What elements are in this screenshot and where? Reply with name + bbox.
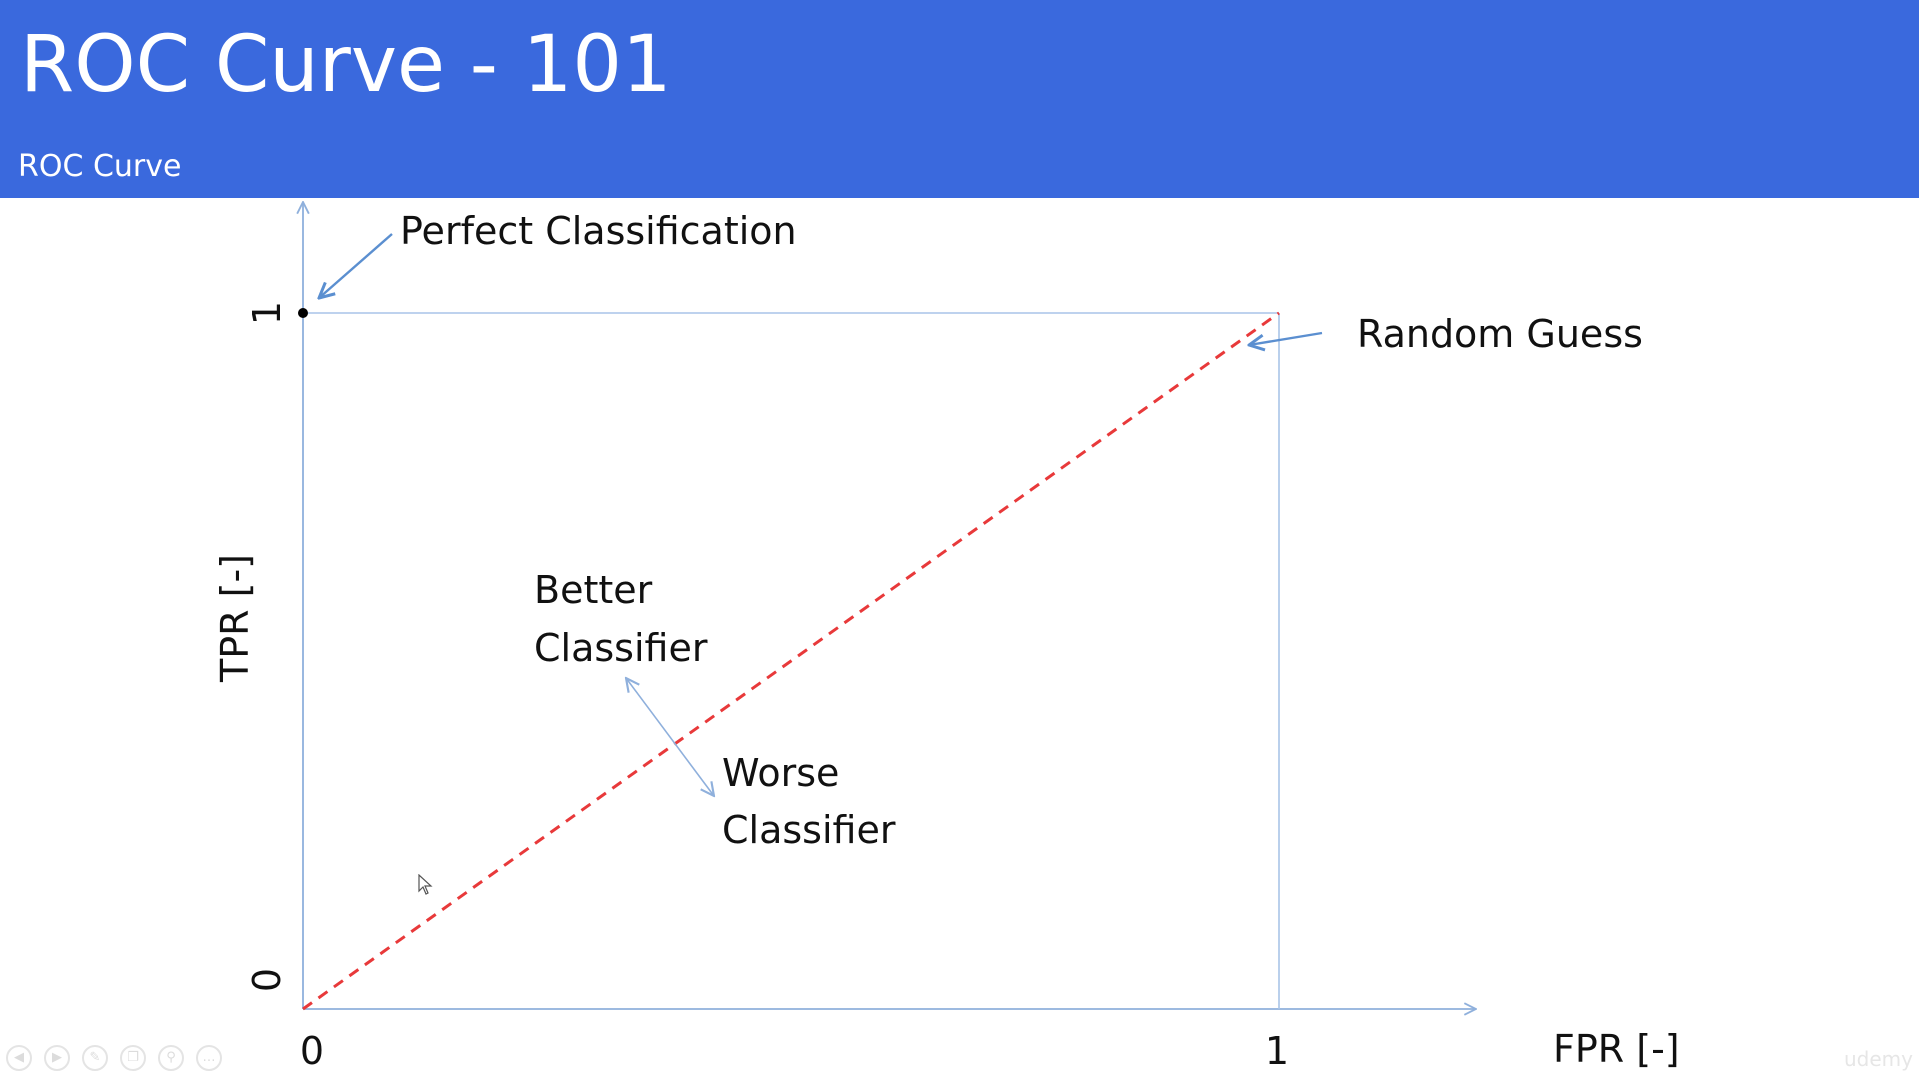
random-arrow [1249, 331, 1323, 345]
prev-icon[interactable]: ◀ [6, 1045, 32, 1071]
worse-classifier-label-line2: Classifier [722, 808, 896, 852]
zoom-icon[interactable]: ⚲ [158, 1045, 184, 1071]
play-icon[interactable]: ▶ [44, 1045, 70, 1071]
more-icon[interactable]: … [196, 1045, 222, 1071]
random-guess-label: Random Guess [1357, 312, 1643, 356]
x-tick-0: 0 [300, 1029, 324, 1073]
random-guess-line [302, 311, 1280, 1011]
y-tick-0: 0 [245, 968, 289, 992]
y-tick-1: 1 [245, 301, 289, 325]
better-classifier-label-line1: Better [534, 568, 653, 612]
slide-header: ROC Curve - 101 ROC Curve [0, 0, 1919, 198]
x-axis-label: FPR [-] [1553, 1027, 1680, 1071]
y-axis-label: TPR [-] [213, 554, 257, 683]
player-toolbar: ◀ ▶ ✎ ❐ ⚲ … [6, 1045, 222, 1071]
worse-classifier-label-line1: Worse [722, 751, 839, 795]
better-worse-arrow [626, 678, 714, 796]
slide-title: ROC Curve - 101 [20, 20, 672, 110]
slide-subtitle: ROC Curve [18, 149, 182, 184]
copy-icon[interactable]: ❐ [120, 1045, 146, 1071]
mouse-cursor-icon [418, 874, 433, 895]
perfect-classification-label: Perfect Classification [400, 209, 797, 253]
perfect-arrow [319, 233, 393, 298]
better-classifier-label-line2: Classifier [534, 626, 708, 670]
perfect-classification-point [298, 308, 308, 318]
x-tick-1: 1 [1265, 1029, 1289, 1073]
udemy-watermark: udemy [1844, 1047, 1913, 1071]
pen-icon[interactable]: ✎ [82, 1045, 108, 1071]
